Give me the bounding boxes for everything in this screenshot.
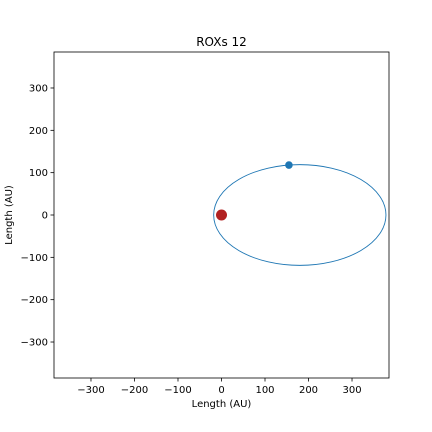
x-tick-label: −200	[121, 385, 148, 396]
chart-title: ROXs 12	[196, 35, 247, 49]
plot-content	[213, 161, 387, 266]
x-tick-label: 100	[255, 385, 274, 396]
y-tick-label: 200	[29, 126, 48, 137]
x-axis-ticks: −300 −200 −100 0 100 200 300	[77, 378, 362, 396]
y-tick-label: 300	[29, 83, 48, 94]
x-tick-label: −100	[164, 385, 191, 396]
y-axis-label: Length (AU)	[4, 185, 15, 245]
host-star-marker	[216, 209, 227, 221]
companion-marker	[285, 161, 293, 169]
x-tick-label: 200	[299, 385, 318, 396]
x-tick-label: 300	[342, 385, 361, 396]
y-tick-label: 0	[42, 211, 48, 222]
y-tick-label: −300	[21, 338, 48, 349]
orbit-path	[213, 164, 387, 266]
y-tick-label: 100	[29, 168, 48, 179]
y-tick-label: −100	[21, 253, 48, 264]
x-tick-label: −300	[77, 385, 104, 396]
y-tick-label: −200	[21, 295, 48, 306]
x-tick-label: 0	[218, 385, 224, 396]
y-axis-ticks: −300 −200 −100 0 100 200 300	[21, 83, 54, 349]
x-axis-label: Length (AU)	[192, 399, 252, 410]
